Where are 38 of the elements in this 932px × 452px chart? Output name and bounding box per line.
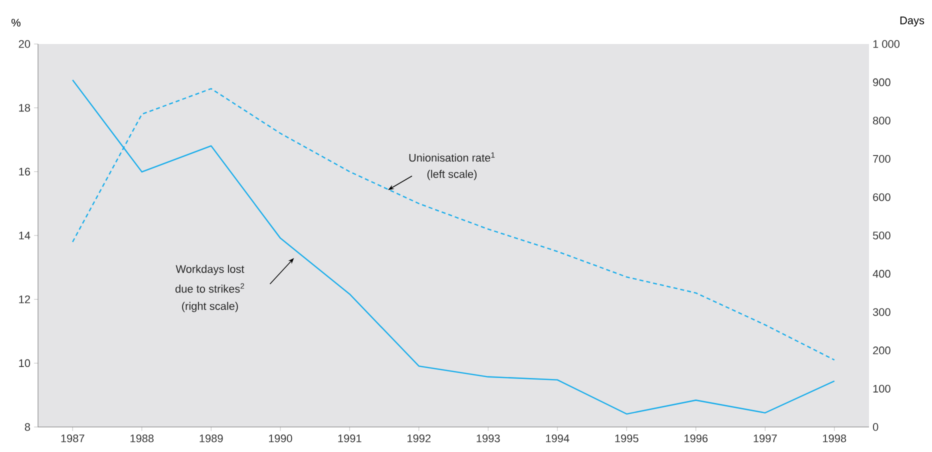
x-tick-label: 1996 bbox=[684, 434, 708, 442]
y2-tick-label: 300 bbox=[872, 308, 890, 316]
annotation: (right scale) bbox=[182, 302, 238, 312]
annotation: (left scale) bbox=[427, 170, 477, 180]
y2-tick-label: 0 bbox=[872, 423, 878, 431]
x-tick-label: 1997 bbox=[754, 434, 777, 442]
x-tick-label: 1995 bbox=[615, 434, 638, 442]
x-tick-label: 1988 bbox=[130, 434, 154, 442]
y2-tick-label: 800 bbox=[873, 116, 890, 124]
y2-tick-label: 400 bbox=[872, 270, 890, 278]
x-tick-label: 1987 bbox=[61, 434, 84, 442]
y-tick-label: 10 bbox=[19, 359, 30, 368]
y-axis-title: % bbox=[12, 18, 20, 26]
y-tick-label: 18 bbox=[19, 104, 30, 112]
y2-tick-label: 600 bbox=[873, 193, 890, 202]
x-tick-label: 1993 bbox=[476, 434, 500, 442]
x-tick-label: 1998 bbox=[823, 434, 846, 442]
y-tick-label: 16 bbox=[19, 168, 30, 176]
annotation: Workdays lost bbox=[176, 264, 244, 276]
x-tick-label: 1991 bbox=[338, 434, 362, 442]
y-tick-label: 20 bbox=[18, 40, 30, 48]
y2-tick-label: 900 bbox=[873, 78, 890, 86]
y-tick-label: 14 bbox=[19, 232, 30, 240]
y2-tick-label: 200 bbox=[873, 346, 890, 354]
x-tick-label: 1994 bbox=[546, 434, 570, 442]
y2-tick-label: 1 000 bbox=[873, 40, 900, 48]
annotation: due to strikes$^{2}$ bbox=[175, 283, 244, 293]
y2-tick-label: 700 bbox=[873, 155, 890, 163]
y2-tick-label: 500 bbox=[872, 232, 890, 240]
x-tick-label: 1989 bbox=[200, 434, 223, 442]
line-series bbox=[72, 79, 836, 415]
y-tick-label: 12 bbox=[19, 296, 30, 304]
y2-axis-title: Days bbox=[900, 16, 924, 26]
annotation: Unionisation rate$^{1}$ bbox=[409, 152, 495, 162]
y-tick-label: 8 bbox=[24, 423, 30, 431]
x-tick-label: 1992 bbox=[408, 434, 431, 442]
y2-tick-label: 100 bbox=[873, 384, 890, 393]
x-tick-label: 1990 bbox=[269, 434, 292, 442]
